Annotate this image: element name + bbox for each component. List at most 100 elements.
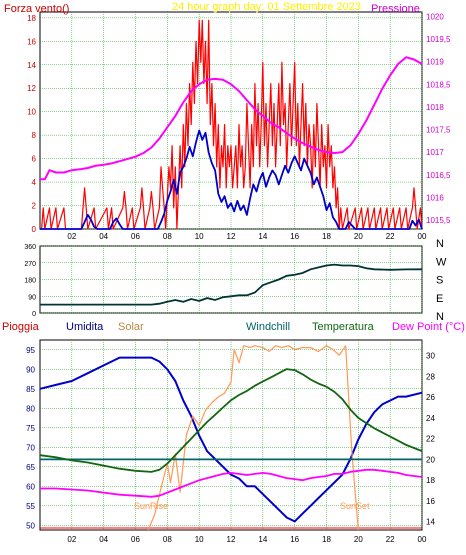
series-temperatura	[39, 368, 423, 473]
panel2-left-tick: 90	[28, 294, 36, 301]
compass-label: S	[436, 275, 443, 287]
legend-dew-point: Dew Point (°C)	[392, 321, 465, 333]
panel3-inner-tick: 75	[26, 424, 35, 433]
panel2-left-tick: 270	[24, 261, 36, 268]
panel1-right-tick: 1016,5	[426, 171, 451, 180]
compass-label: N	[436, 238, 444, 250]
panel1-grid	[40, 12, 423, 230]
panel1-series	[40, 19, 423, 230]
temperature-humidity-panel: 50 55 60 65 70 75 80 85 90 95 14 16 18 20 22 24 26 28 30 02…	[2, 321, 465, 544]
panel1-x-tick: 10	[195, 232, 204, 241]
panel3-inner-tick: 80	[26, 404, 35, 413]
panel3-inner-tick: 70	[26, 443, 35, 452]
panel3-x-tick: 12	[227, 535, 236, 544]
panel3-x-tick: 20	[354, 535, 363, 544]
panel3-inner-tick: 85	[26, 385, 35, 394]
panel3-x-tick: 04	[99, 535, 108, 544]
panel1-right-tick: 1017	[426, 148, 444, 157]
panel3-x-tick: 00	[418, 535, 427, 544]
panel2-left-tick: 180	[24, 278, 36, 285]
panel3-x-tick: 02	[67, 535, 76, 544]
panel1-x-tick: 02	[67, 232, 76, 241]
panel3-right-tick: 28	[426, 372, 435, 381]
panel3-inner-tick: 60	[26, 482, 35, 491]
panel1-left-tick: 18	[27, 14, 36, 23]
panel3-grid	[40, 340, 423, 530]
legend-windchill: Windchill	[246, 321, 290, 333]
panel1-x-tick: 06	[131, 232, 140, 241]
panel1-left-tick: 4	[32, 178, 37, 187]
panel1-left-tick: 12	[27, 84, 36, 93]
panel3-x-tick: 22	[386, 535, 395, 544]
panel1-title: 24 hour graph day: 01 Settembre 2023	[172, 1, 361, 13]
legend-solar: Solar	[118, 321, 144, 333]
panel3-x-tick: 06	[131, 535, 140, 544]
series-dew-point-c	[40, 468, 423, 498]
series-solar	[147, 345, 359, 531]
panel1-x-tick: 16	[290, 232, 299, 241]
panel1-left-tick: 10	[27, 108, 36, 117]
panel3-x-tick: 16	[290, 535, 299, 544]
series-wind	[40, 129, 423, 230]
series-direction	[40, 263, 423, 306]
panel1-right-tick: 1016	[426, 193, 444, 202]
panel3-x-tick: 14	[258, 535, 267, 544]
panel1-x-tick: 08	[163, 232, 172, 241]
panel1-x-tick: 22	[386, 232, 395, 241]
series-umidita	[39, 356, 423, 523]
panel1-left-tick: 0	[32, 225, 37, 234]
panel2-series	[40, 263, 423, 306]
panel3-inner-tick: 55	[26, 502, 35, 511]
compass-label: W	[436, 256, 447, 268]
compass-label: E	[436, 293, 443, 305]
compass-label: N	[436, 311, 444, 323]
panel1-right-tick: 1015,5	[426, 216, 451, 225]
panel3-right-tick: 24	[426, 414, 435, 423]
panel1-x-tick: 04	[99, 232, 108, 241]
panel1-x-tick: 14	[258, 232, 267, 241]
legend-umidita: Umidita	[66, 321, 104, 333]
panel3-left-label: Pioggia	[2, 321, 40, 333]
panel3-x-tick: 08	[163, 535, 172, 544]
panel1-left-tick: 14	[27, 61, 36, 70]
panel3-right-tick: 20	[426, 455, 435, 464]
panel1-left-label: Forza vento()	[4, 3, 69, 15]
panel3-ticks: 50 55 60 65 70 75 80 85 90 95 14 16 18 20 22 24 26 28 30 02…	[26, 346, 435, 544]
sunset-label: SunSet	[340, 501, 370, 511]
panel1-left-tick: 6	[32, 155, 37, 164]
panel3-inner-tick: 95	[26, 346, 35, 355]
panel3-x-tick: 10	[195, 535, 204, 544]
panel3-right-tick: 14	[426, 518, 435, 527]
panel1-x-tick: 18	[322, 232, 331, 241]
panel3-x-tick: 18	[322, 535, 331, 544]
panel1-right-label: Pressione	[371, 3, 420, 15]
panel3-series	[39, 345, 423, 531]
panel2-left-tick: 360	[24, 244, 36, 251]
sunrise-label: SunRise	[134, 501, 168, 511]
panel1-left-tick: 16	[27, 37, 36, 46]
panel3-inner-tick: 50	[26, 521, 35, 530]
panel1-right-tick: 1018,5	[426, 80, 451, 89]
panel1-right-tick: 1019	[426, 58, 444, 67]
panel1-right-tick: 1018	[426, 103, 444, 112]
panel3-right-tick: 26	[426, 393, 435, 402]
series-pressure	[40, 56, 423, 181]
panel3-right-tick: 30	[426, 352, 435, 361]
panel1-right-tick: 1017,5	[426, 126, 451, 135]
panel3-right-tick: 22	[426, 435, 435, 444]
panel3-inner-tick: 90	[26, 365, 35, 374]
panel1-right-tick: 1020	[426, 13, 444, 22]
panel3-inner-tick: 65	[26, 463, 35, 472]
panel3-right-tick: 16	[426, 497, 435, 506]
legend-temperatura: Temperatura	[312, 321, 375, 333]
panel1-x-tick: 00	[418, 232, 427, 241]
panel1-x-tick: 12	[227, 232, 236, 241]
panel1-right-tick: 1019,5	[426, 35, 451, 44]
panel3-right-tick: 18	[426, 476, 435, 485]
